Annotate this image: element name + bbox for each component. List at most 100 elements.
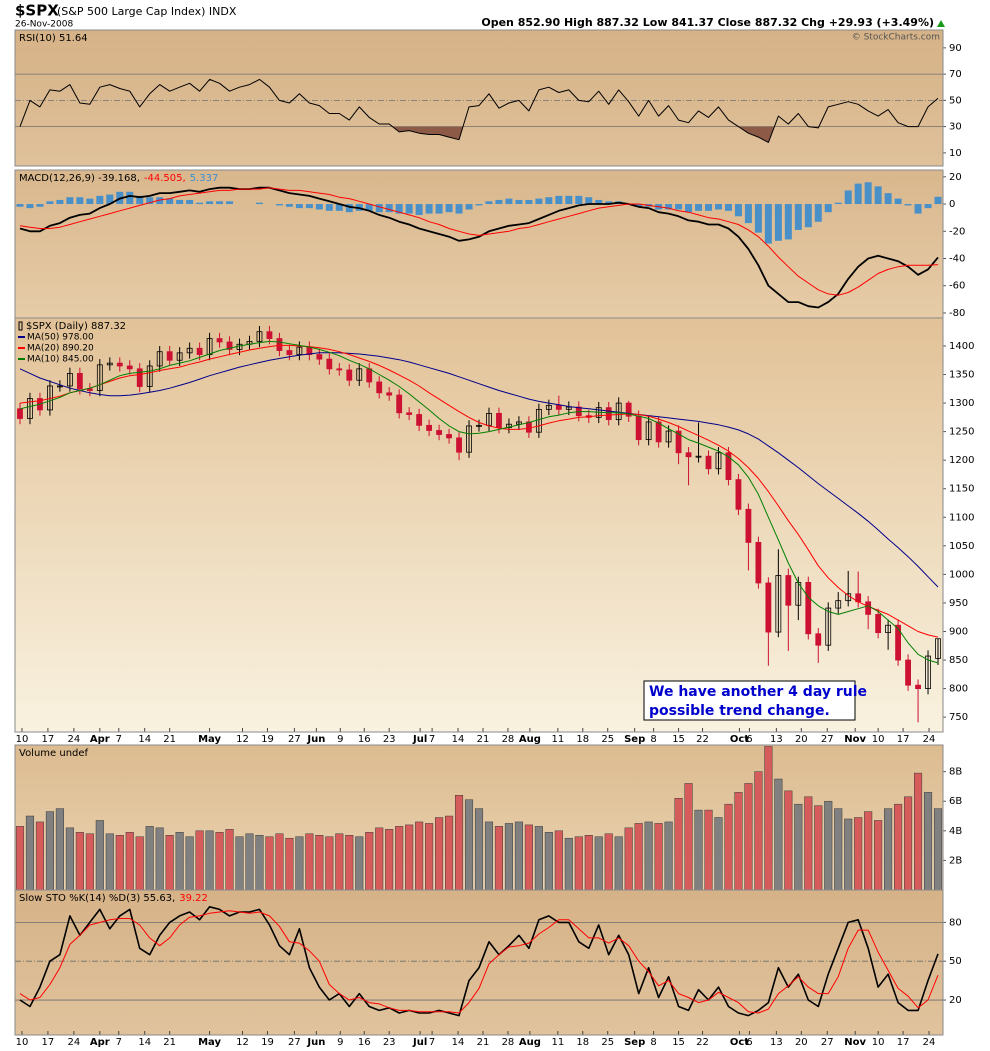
x-tick-label: 24 <box>923 1037 936 1048</box>
y-tick-label: 1050 <box>949 541 974 552</box>
candle-body <box>376 381 383 394</box>
candle-body <box>276 338 283 351</box>
panel-background <box>15 318 943 732</box>
x-tick-label: 19 <box>261 734 274 745</box>
volume-bar <box>454 795 464 890</box>
candle-body <box>755 542 762 584</box>
histogram-bar <box>325 204 333 211</box>
x-tick-label: 25 <box>601 734 614 745</box>
volume-bar <box>804 796 813 890</box>
histogram-bar <box>305 204 313 209</box>
volume-bar <box>285 837 294 890</box>
histogram-bar <box>844 190 852 205</box>
volume-bar <box>415 821 424 890</box>
histogram-bar <box>924 204 932 209</box>
candle-body <box>146 365 153 387</box>
histogram-bar <box>904 204 912 206</box>
y-tick-label: 6B <box>949 796 962 807</box>
volume-bar <box>315 835 324 890</box>
x-tick-label: 18 <box>576 1037 589 1048</box>
x-tick-label: 9 <box>337 734 343 745</box>
histogram-bar <box>166 198 174 205</box>
candle-body <box>116 362 123 367</box>
histogram-bar <box>285 204 293 207</box>
volume-bar <box>65 827 74 890</box>
volume-bar <box>504 823 513 890</box>
x-tick-label: 28 <box>502 1037 515 1048</box>
x-tick-label: 27 <box>821 734 834 745</box>
volume-bar <box>794 803 803 890</box>
candle-body <box>266 331 273 339</box>
candle-body <box>206 338 213 355</box>
histogram-bar <box>425 204 433 214</box>
histogram-bar <box>106 194 114 205</box>
volume-bar <box>275 833 284 890</box>
y-tick-label: 900 <box>949 626 968 637</box>
histogram-bar <box>794 204 802 230</box>
indicator-line <box>19 352 939 588</box>
candle-body <box>86 388 93 391</box>
panel-background <box>15 30 943 166</box>
candle-body <box>296 346 303 355</box>
histogram-bar <box>595 199 603 205</box>
panel-label-part: 5.337 <box>190 173 219 184</box>
y-tick-label: 4B <box>949 826 962 837</box>
histogram-bar <box>445 204 453 213</box>
candle-body <box>476 424 482 427</box>
volume-bar <box>604 833 613 890</box>
indicator-line <box>19 344 939 638</box>
histogram-bar <box>874 186 882 205</box>
volume-bar <box>744 783 753 890</box>
volume-bar <box>55 808 64 890</box>
volume-bar <box>524 824 533 890</box>
histogram-bar <box>585 197 593 205</box>
histogram-bar <box>535 198 543 205</box>
histogram-bar <box>226 201 234 205</box>
histogram-bar <box>705 204 713 211</box>
histogram-bar <box>724 204 732 211</box>
x-tick-label: Apr <box>90 1037 110 1048</box>
panel-label: RSI(10) 51.64 <box>19 33 88 44</box>
histogram-bar <box>485 201 493 205</box>
x-tick-label: Oct <box>730 1037 749 1048</box>
histogram-bar <box>96 195 104 205</box>
panel-label-part: 39.22 <box>179 893 208 904</box>
candle-body <box>366 368 373 383</box>
panel-label-part: Slow STO %K(14) %D(3) 55.63, <box>19 893 175 904</box>
x-tick-label: 23 <box>383 1037 396 1048</box>
histogram-bar <box>575 195 583 205</box>
candle-body <box>735 479 742 510</box>
candle-body <box>875 613 882 634</box>
histogram-bar <box>824 204 832 213</box>
volume-bar <box>784 790 793 890</box>
histogram-bar <box>525 199 533 205</box>
x-tick-label: 6 <box>746 734 752 745</box>
histogram-bar <box>714 204 722 210</box>
x-tick-label: 10 <box>16 1037 29 1048</box>
candle-body <box>605 407 612 421</box>
histogram-bar <box>16 204 24 207</box>
panel-background <box>15 890 943 1035</box>
x-tick-label: 16 <box>358 1037 371 1048</box>
x-tick-label: 24 <box>68 734 81 745</box>
y-tick-label: -80 <box>949 308 965 319</box>
x-tick-label: 20 <box>795 1037 808 1048</box>
symbol: $SPX <box>15 2 59 20</box>
x-tick-label: 8 <box>650 734 656 745</box>
y-tick-label: 950 <box>949 598 968 609</box>
candle-body <box>635 415 642 441</box>
volume-bar <box>634 823 643 890</box>
x-tick-label: 21 <box>163 1037 176 1048</box>
volume-bar <box>25 815 35 890</box>
x-tick-label: 18 <box>576 734 589 745</box>
histogram-bar <box>814 204 822 222</box>
candle-body <box>765 582 772 633</box>
candle-body <box>406 412 413 415</box>
histogram-bar <box>206 201 214 205</box>
histogram-bar <box>685 204 693 213</box>
x-tick-label: 14 <box>452 734 465 745</box>
y-tick-label: 1100 <box>949 512 974 523</box>
annotation-box <box>643 680 856 721</box>
y-tick-label: 50 <box>949 956 962 967</box>
candle-body <box>456 437 462 453</box>
